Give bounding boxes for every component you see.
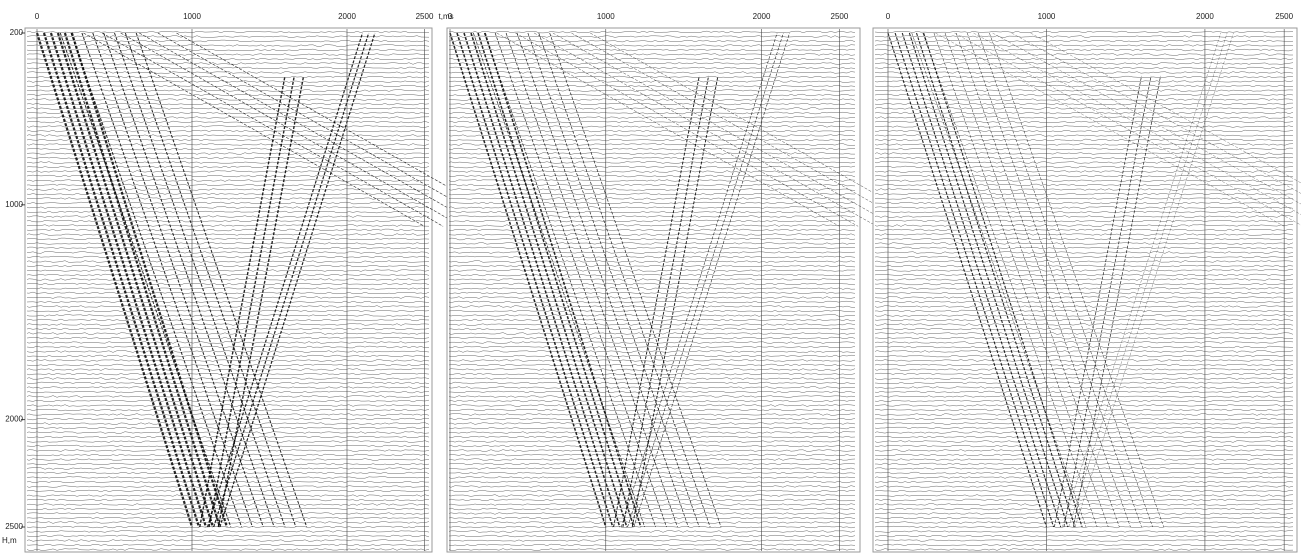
x-tick-label: 2000: [1196, 12, 1214, 21]
x-tick-label: 2500: [416, 12, 434, 21]
y-tick-label: 1000: [5, 200, 23, 209]
y-tick-label: 2500: [5, 522, 23, 531]
x-tick-label: 2000: [753, 12, 771, 21]
x-tick-label: 1000: [1038, 12, 1056, 21]
x-tick-label: 1000: [597, 12, 615, 21]
y-axis-label: H,m: [2, 536, 17, 545]
x-tick-label: 0: [886, 12, 891, 21]
y-tick-label: 2000: [5, 415, 23, 424]
x-tick-label: 0: [35, 12, 40, 21]
x-tick-label: 2500: [1275, 12, 1293, 21]
x-tick-label: 2500: [831, 12, 849, 21]
y-tick-label: 200: [10, 28, 24, 37]
x-tick-label: 1000: [183, 12, 201, 21]
x-tick-label: 2000: [338, 12, 356, 21]
figure: 0100020002500200100020002500t,msH,m01000…: [0, 0, 1301, 554]
x-tick-label: 0: [448, 12, 453, 21]
